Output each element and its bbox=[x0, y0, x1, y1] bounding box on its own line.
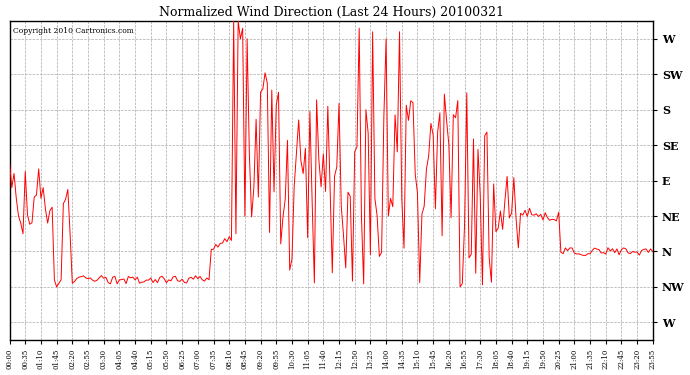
Title: Normalized Wind Direction (Last 24 Hours) 20100321: Normalized Wind Direction (Last 24 Hours… bbox=[159, 6, 504, 18]
Text: Copyright 2010 Cartronics.com: Copyright 2010 Cartronics.com bbox=[13, 27, 134, 36]
